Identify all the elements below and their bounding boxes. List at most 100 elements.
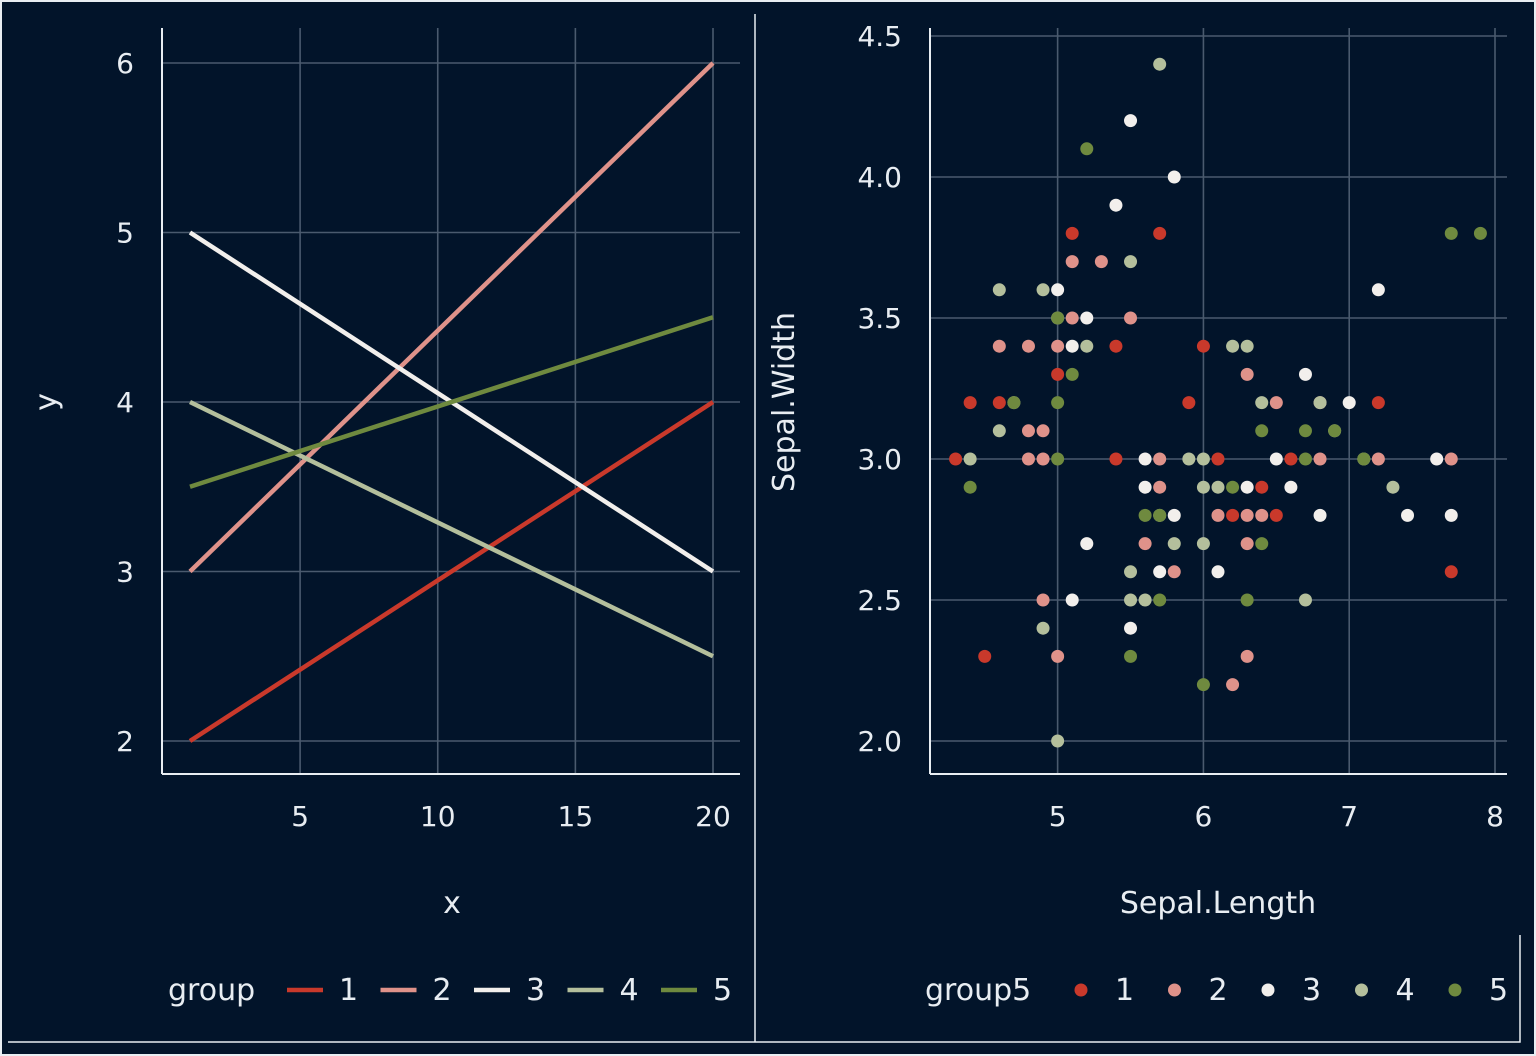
scatter-chart-point-group-2 — [1021, 424, 1035, 438]
scatter-chart-point-group-1 — [1109, 339, 1123, 353]
scatter-chart-point-group-2 — [1240, 508, 1254, 522]
scatter-chart-point-group-1 — [963, 396, 977, 410]
line-chart-x-tick-label: 20 — [695, 800, 731, 833]
scatter-chart-point-group-5 — [1298, 424, 1312, 438]
scatter-chart-point-group-2 — [1211, 508, 1225, 522]
scatter-chart-y-tick-label: 2.0 — [857, 725, 902, 758]
scatter-chart-point-group-1 — [1269, 508, 1283, 522]
line-chart-y-tick-label: 4 — [116, 386, 134, 419]
scatter-chart-point-group-4 — [1196, 537, 1210, 551]
scatter-chart-point-group-4 — [1211, 480, 1225, 494]
scatter-chart-point-group-5 — [1051, 311, 1065, 325]
line-chart-legend-title: group — [168, 973, 255, 1008]
scatter-chart-point-group-3 — [1371, 283, 1385, 297]
scatter-chart-point-group-3 — [1313, 508, 1327, 522]
scatter-chart-point-group-4 — [1036, 283, 1050, 297]
scatter-chart-point-group-1 — [1226, 508, 1240, 522]
scatter-chart-point-group-3 — [1153, 565, 1167, 579]
scatter-chart-point-group-3 — [1342, 396, 1356, 410]
scatter-chart-point-group-1 — [1109, 452, 1123, 466]
scatter-chart-point-group-4 — [1240, 339, 1254, 353]
scatter-chart-point-group-2 — [1036, 593, 1050, 607]
line-chart-y-tick-label: 6 — [116, 47, 134, 80]
scatter-chart-point-group-5 — [1444, 226, 1458, 240]
scatter-chart-point-group-2 — [1065, 255, 1079, 269]
scatter-chart-point-group-5 — [1007, 396, 1021, 410]
scatter-chart-point-group-4 — [1255, 396, 1269, 410]
scatter-chart-point-group-5 — [1138, 508, 1152, 522]
scatter-chart-point-group-2 — [1124, 311, 1138, 325]
scatter-chart-point-group-1 — [1211, 452, 1225, 466]
scatter-chart-point-group-3 — [1080, 311, 1094, 325]
scatter-chart-point-group-3 — [1298, 367, 1312, 381]
scatter-chart-point-group-4 — [1153, 57, 1167, 71]
scatter-chart-point-group-1 — [1153, 226, 1167, 240]
line-chart-legend: group 1 2 3 4 5 — [168, 973, 732, 1008]
scatter-chart-point-group-5 — [1255, 537, 1269, 551]
scatter-chart-y-tick-label: 3.5 — [857, 302, 902, 335]
scatter-chart-point-group-3 — [1240, 480, 1254, 494]
scatter-chart-point-group-2 — [1153, 480, 1167, 494]
scatter-chart-point-group-5 — [1298, 452, 1312, 466]
scatter-chart-legend-key-5 — [1448, 983, 1462, 997]
scatter-chart-legend-label: 3 — [1302, 973, 1321, 1008]
scatter-chart-point-group-2 — [1051, 649, 1065, 663]
scatter-chart-point-group-5 — [963, 480, 977, 494]
scatter-chart-point-group-5 — [1240, 593, 1254, 607]
scatter-chart-point-group-4 — [1138, 593, 1152, 607]
scatter-chart-point-group-4 — [1036, 621, 1050, 635]
scatter-chart-point-group-2 — [1138, 537, 1152, 551]
scatter-chart-point-group-2 — [1240, 537, 1254, 551]
scatter-chart-point-group-3 — [1080, 537, 1094, 551]
scatter-chart-point-group-1 — [1182, 396, 1196, 410]
line-chart-legend-label: 5 — [713, 973, 732, 1008]
scatter-chart-panel: 5 6 7 8 2.0 2.5 3.0 3.5 4.0 4.5 Sepal.Length Sepa… — [767, 20, 1508, 1008]
scatter-chart-point-group-4 — [1167, 537, 1181, 551]
line-chart-series-2-line — [188, 61, 715, 574]
scatter-chart-point-group-2 — [1240, 649, 1254, 663]
scatter-chart-point-group-5 — [1065, 367, 1079, 381]
scatter-chart-legend-key-4 — [1355, 983, 1368, 997]
scatter-chart-point-group-5 — [1051, 396, 1065, 410]
scatter-chart-point-group-4 — [992, 424, 1006, 438]
scatter-chart-point-group-4 — [1124, 565, 1138, 579]
line-chart-series-5-line — [189, 315, 714, 489]
scatter-chart-point-group-2 — [1065, 311, 1079, 325]
line-chart-panel: 5 10 15 20 2 3 4 5 6 x y group 1 2 3 4 5 — [29, 28, 740, 1008]
scatter-chart-point-group-3 — [1065, 593, 1079, 607]
scatter-chart-point-group-2 — [1036, 424, 1050, 438]
scatter-chart-point-group-4 — [963, 452, 977, 466]
scatter-chart-point-group-5 — [1196, 678, 1210, 692]
scatter-chart-point-group-4 — [1182, 452, 1196, 466]
scatter-chart-point-group-2 — [1051, 339, 1065, 353]
scatter-chart-point-group-1 — [1255, 480, 1269, 494]
scatter-chart-point-group-2 — [1021, 452, 1035, 466]
line-chart-y-tick-label: 3 — [116, 556, 134, 589]
scatter-chart-point-group-5 — [1124, 649, 1138, 663]
scatter-chart-point-group-1 — [1196, 339, 1210, 353]
scatter-chart-point-group-2 — [1036, 452, 1050, 466]
scatter-chart-point-group-1 — [1444, 565, 1458, 579]
scatter-chart-point-group-5 — [1226, 480, 1240, 494]
scatter-chart-point-group-2 — [1021, 339, 1035, 353]
scatter-chart-legend-title: group5 — [925, 973, 1031, 1008]
scatter-chart-point-group-3 — [1109, 198, 1123, 212]
scatter-chart-point-group-3 — [1430, 452, 1444, 466]
scatter-chart-point-group-1 — [992, 396, 1006, 410]
scatter-chart-point-group-2 — [992, 339, 1006, 353]
scatter-chart-point-group-3 — [1124, 114, 1138, 128]
scatter-chart-point-group-2 — [1167, 565, 1181, 579]
scatter-chart-points — [949, 57, 1487, 748]
scatter-chart-point-group-4 — [1226, 339, 1240, 353]
scatter-chart-point-group-3 — [1444, 508, 1458, 522]
scatter-chart-y-tick-label: 4.0 — [857, 161, 902, 194]
scatter-chart-grid — [930, 28, 1507, 774]
line-chart-legend-label: 4 — [620, 973, 639, 1008]
scatter-chart-axes: 5 6 7 8 2.0 2.5 3.0 3.5 4.0 4.5 — [857, 20, 1507, 833]
scatter-chart-y-tick-label: 2.5 — [857, 584, 902, 617]
scatter-chart-x-tick-label: 6 — [1195, 800, 1213, 833]
scatter-chart-point-group-5 — [1051, 452, 1065, 466]
scatter-chart-point-group-3 — [1401, 508, 1415, 522]
scatter-chart-point-group-5 — [1328, 424, 1342, 438]
